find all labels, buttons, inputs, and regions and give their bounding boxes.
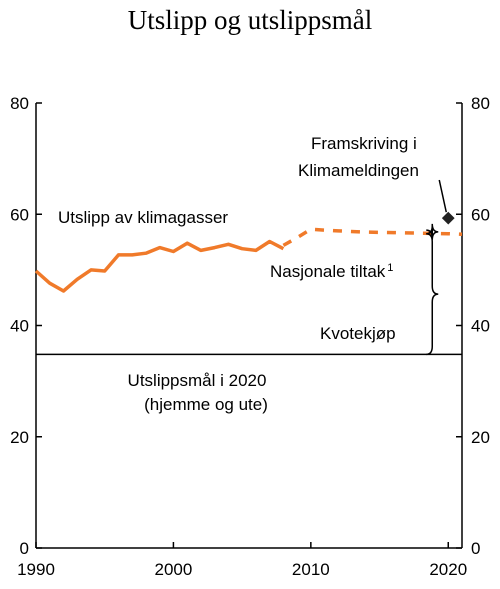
chart-title: Utslipp og utslippsmål (128, 5, 373, 35)
national-measures-label: Nasjonale tiltak 1 (270, 262, 393, 281)
y-tick-label-right: 40 (471, 317, 490, 336)
national-measures-text: Nasjonale tiltak (270, 262, 386, 281)
brace-quota-purchase (426, 232, 439, 356)
emissions-label: Utslipp av klimagasser (58, 208, 228, 227)
y-tick-label-left: 80 (10, 94, 29, 113)
projection-label-line2: Klimameldingen (298, 161, 419, 180)
projection-series-line (282, 227, 463, 247)
tick-labels: 0 20 40 60 80 0 20 40 60 80 1990 2000 2010 2020 (10, 94, 490, 579)
projection-label-line1: Framskriving i (311, 134, 417, 153)
y-tick-label-right: 20 (471, 428, 490, 447)
target-label-line1: Utslippsmål i 2020 (128, 371, 267, 390)
emissions-series-line (34, 239, 285, 293)
target-label-line2: (hjemme og ute) (144, 395, 268, 414)
y-tick-label-left: 20 (10, 428, 29, 447)
y-tick-label-right: 0 (471, 539, 480, 558)
axes (35, 102, 463, 549)
y-tick-label-right: 80 (471, 94, 490, 113)
y-tick-label-right: 60 (471, 205, 490, 224)
x-tick-label: 2020 (429, 560, 467, 579)
x-tick-label: 2010 (292, 560, 330, 579)
y-tick-label-left: 40 (10, 317, 29, 336)
quota-purchase-label: Kvotekjøp (320, 324, 396, 343)
projection-leader-line (438, 179, 447, 213)
brace-national-measures (426, 223, 439, 240)
projection-point-marker (441, 211, 455, 225)
y-tick-label-left: 0 (20, 539, 29, 558)
y-tick-label-left: 60 (10, 205, 29, 224)
footnote-marker: 1 (387, 262, 393, 274)
x-tick-label: 1990 (17, 560, 55, 579)
x-tick-label: 2000 (155, 560, 193, 579)
